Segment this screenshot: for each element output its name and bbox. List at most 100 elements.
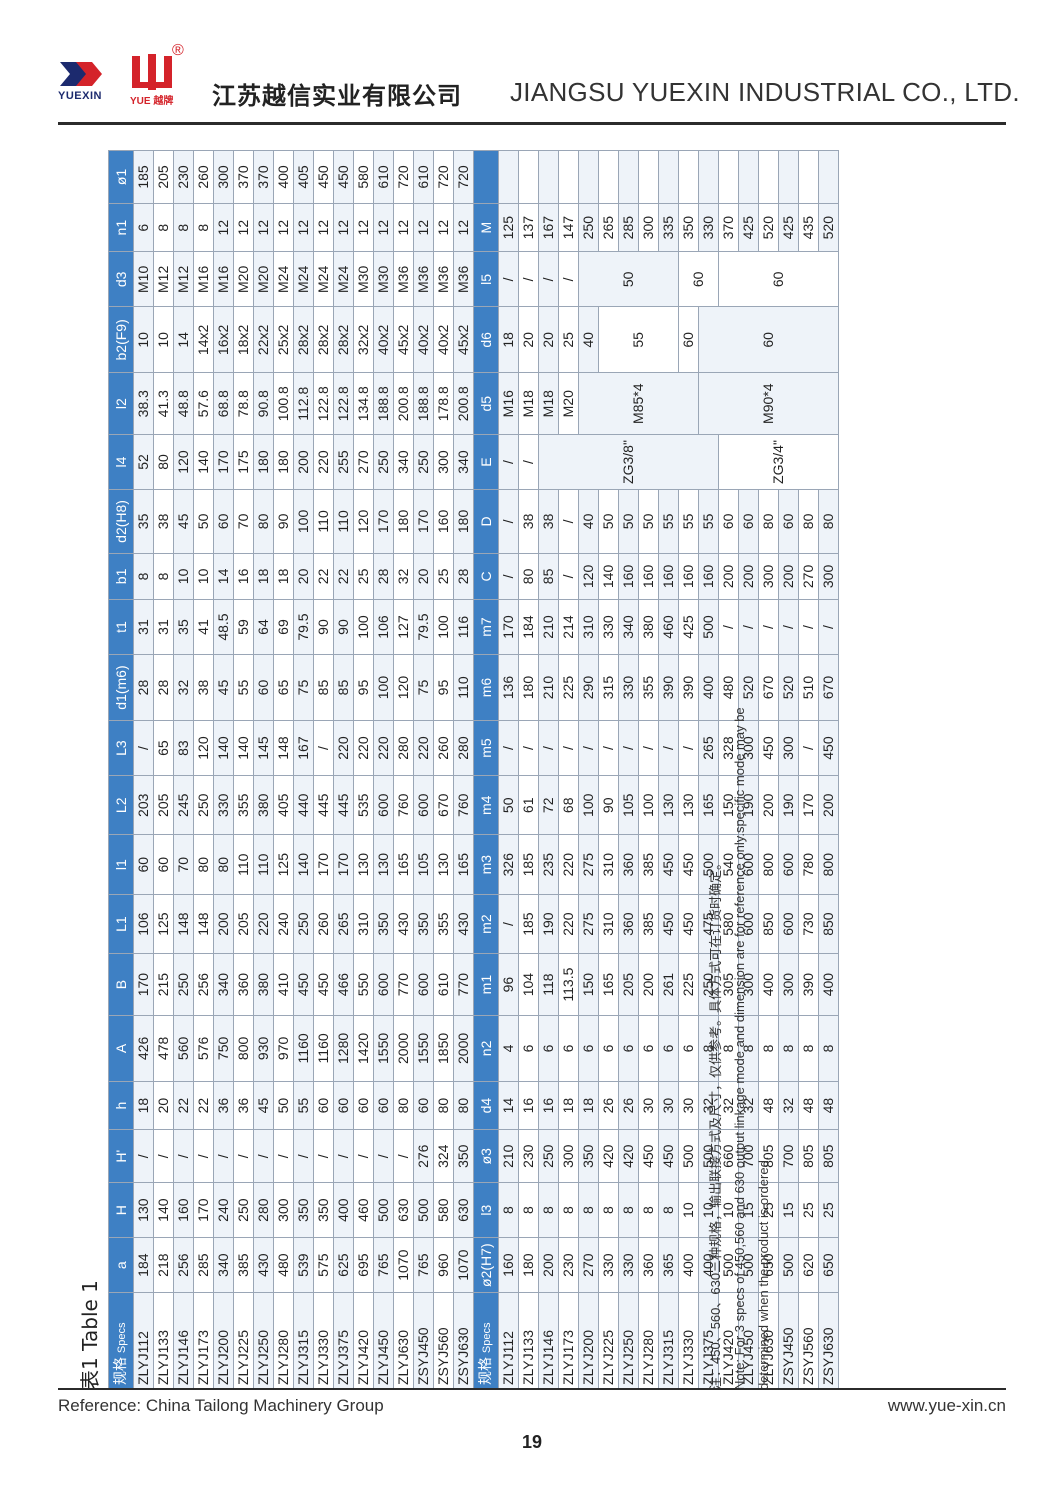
table-cell: 116 [453, 599, 474, 655]
table-cell: 260 [313, 894, 334, 954]
table-cell: M90*4 [698, 372, 839, 435]
table-cell: 8 [778, 1015, 799, 1082]
table-cell: 200 [718, 553, 739, 600]
table-cell-empty [578, 150, 599, 204]
table-cell: 90.8 [253, 372, 274, 435]
table-cell: 18 [558, 1081, 579, 1130]
table2-column-header: D [473, 489, 499, 554]
table-cell: 576 [193, 1015, 214, 1082]
table-cell-empty [618, 150, 639, 204]
table1-column-header: a [108, 1237, 134, 1293]
table-cell: 250 [293, 894, 314, 954]
table-cell: / [173, 1129, 194, 1183]
table-cell: 190 [538, 894, 559, 954]
table-cell: 178.8 [433, 372, 454, 435]
table-cell: 355 [233, 775, 254, 835]
yue-brand-logo-icon [132, 54, 172, 90]
company-name-en: JIANGSU YUEXIN INDUSTRIAL CO., LTD. [510, 77, 1020, 107]
table-cell: 385 [638, 834, 659, 895]
table-cell: 350 [373, 894, 394, 954]
table-cell: 330 [618, 1237, 639, 1293]
table-cell: 205 [233, 894, 254, 954]
table-cell: 95 [353, 654, 374, 721]
table-cell: M85*4 [578, 372, 699, 435]
table-cell: 140 [213, 720, 234, 776]
table-cell: 90 [598, 775, 619, 835]
spec-cell: ZLYJ225 [233, 1292, 254, 1390]
table-cell: / [313, 1129, 334, 1183]
table-cell: 170 [133, 953, 154, 1016]
table-cell: / [518, 251, 539, 307]
table-cell: 405 [293, 150, 314, 204]
table-cell: 35 [133, 489, 154, 554]
table-cell: / [558, 720, 579, 776]
table-cell: / [598, 720, 619, 776]
table-cell: 100 [433, 599, 454, 655]
table-cell: 360 [618, 894, 639, 954]
table-cell: 426 [133, 1015, 154, 1082]
table1-column-header: l1 [108, 834, 134, 895]
table-cell: 200 [778, 553, 799, 600]
table-cell: 280 [253, 1182, 274, 1238]
table-cell: 60 [718, 251, 839, 307]
table-cell: 25 [798, 1182, 819, 1238]
table-cell: 330 [598, 1237, 619, 1293]
table-cell: 250 [413, 434, 434, 490]
table-cell: 120 [353, 489, 374, 554]
table-row: ZLYJ630 1070 630/80 2000 770 430 165 760 280 120 1… [393, 150, 414, 1390]
spec-cell: ZLYJ375 [333, 1292, 354, 1390]
table-cell: 6 [538, 1015, 559, 1082]
table-cell: 1160 [293, 1015, 314, 1082]
table-cell: 50 [598, 489, 619, 554]
table-row: ZLYJ112 184 130/18 426 170 106 60 203/28 31 8 35 52… [133, 150, 154, 1390]
table-cell-empty [698, 150, 719, 204]
table-cell: 36 [233, 1081, 254, 1130]
table1-column-header: d1(m6) [108, 654, 134, 721]
table-cell: 59 [233, 599, 254, 655]
table-cell: 80 [153, 434, 174, 490]
table-cell: 65 [273, 654, 294, 721]
table-cell: 25 [818, 1182, 839, 1238]
table-cell: 60 [678, 306, 699, 373]
table-cell: 60 [133, 834, 154, 895]
table-cell: 220 [558, 894, 579, 954]
table2-spec-header: 规格 Specs [473, 1292, 499, 1390]
table-cell: / [558, 553, 579, 600]
table-cell: 100 [578, 775, 599, 835]
table-cell: 90 [273, 489, 294, 554]
table-cell: 8 [638, 1182, 659, 1238]
table-cell: 450 [678, 894, 699, 954]
table-cell: 60 [213, 489, 234, 554]
table-cell: 180 [273, 434, 294, 490]
table-cell: 750 [213, 1015, 234, 1082]
table2-column-header: ø2(H7) [473, 1237, 499, 1293]
table2-column-header: M [473, 203, 499, 252]
table-cell: / [153, 1129, 174, 1183]
spec-cell: ZLYJ146 [538, 1292, 559, 1390]
table-cell: 500 [678, 1129, 699, 1183]
table-cell: 215 [153, 953, 174, 1016]
table-cell: / [518, 720, 539, 776]
table-row: ZLYJ200 340 240/36 750 340 200 80 330 140 45 48.5 1… [213, 150, 234, 1390]
table-cell: 80 [453, 1081, 474, 1130]
table-cell: 310 [578, 599, 599, 655]
table-cell: 630 [393, 1182, 414, 1238]
table-cell: 35 [173, 599, 194, 655]
table-cell: 805 [818, 1129, 839, 1183]
table-cell: 160 [658, 553, 679, 600]
table-cell: 188.8 [373, 372, 394, 435]
table-cell: 48.8 [173, 372, 194, 435]
table-cell: M30 [353, 251, 374, 307]
spec-cell: ZLYJ630 [393, 1292, 414, 1390]
table-cell: / [738, 599, 759, 655]
table-cell: 45 [213, 654, 234, 721]
table-cell: 200 [638, 953, 659, 1016]
table-cell: 130 [678, 775, 699, 835]
table-cell-empty [558, 150, 579, 204]
table1-column-header: d2(H8) [108, 489, 134, 554]
table2-column-header: d5 [473, 372, 499, 435]
table-cell: 250 [373, 434, 394, 490]
table-cell: 300 [433, 434, 454, 490]
table-cell: 50 [578, 251, 679, 307]
table-cell: / [778, 599, 799, 655]
